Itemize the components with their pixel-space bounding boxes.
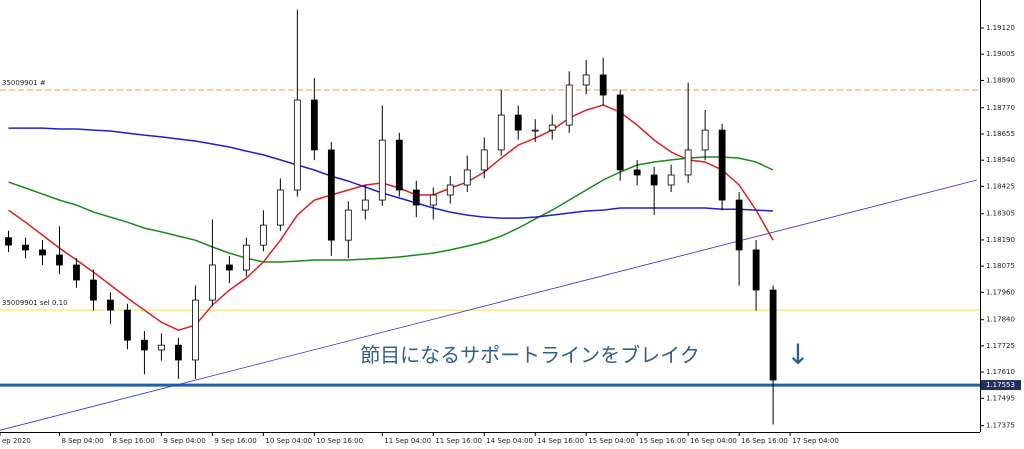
- annotation: 節目になるサポートラインをブレイク: [360, 343, 700, 367]
- candle-body: [175, 344, 182, 361]
- y-tick-label: 1.17375: [986, 422, 1015, 430]
- candle-body: [395, 139, 403, 191]
- y-tick-label: 1.17610: [986, 368, 1015, 376]
- line-label: 35009901 sel 0.10: [2, 299, 68, 307]
- x-tick-label: 9 Sep 16:00: [214, 437, 256, 445]
- candle-body: [73, 264, 80, 281]
- candle-body: [769, 289, 777, 381]
- candle-body: [141, 339, 148, 351]
- candle-body: [701, 129, 709, 151]
- y-tick-label: 1.18770: [986, 104, 1015, 112]
- candle-body: [752, 249, 760, 291]
- x-tick-label: 16 Sep 16:00: [741, 437, 788, 445]
- candle-body: [56, 254, 63, 266]
- moving-average: [8, 104, 774, 332]
- x-tick-label: 11 Sep 04:00: [384, 437, 431, 445]
- candle-body: [565, 84, 573, 126]
- candle-body: [531, 129, 539, 132]
- candle-body: [446, 184, 454, 196]
- x-tick-label: 10 Sep 04:00: [265, 437, 312, 445]
- candle-body: [412, 189, 420, 206]
- price-box: [981, 380, 1021, 391]
- trendline: [0, 179, 978, 431]
- y-tick-label: 1.18425: [986, 182, 1015, 190]
- x-tick-label: 11 Sep 16:00: [435, 437, 482, 445]
- x-tick-label: 10 Sep 16:00: [316, 437, 363, 445]
- y-tick-label: 1.17725: [986, 342, 1015, 350]
- y-tick-label: 1.19005: [986, 50, 1015, 58]
- x-tick-label: 14 Sep 16:00: [537, 437, 584, 445]
- x-tick-label: 14 Sep 04:00: [486, 437, 533, 445]
- candle-body: [327, 149, 335, 241]
- arrow: ↓: [786, 338, 809, 371]
- x-tick-label: 8 Sep 16:00: [112, 437, 154, 445]
- y-tick-label: 1.18190: [986, 236, 1015, 244]
- y-tick-label: 1.19120: [986, 24, 1015, 32]
- candle-body: [514, 114, 522, 131]
- y-tick-label: 1.17840: [986, 316, 1015, 324]
- x-tick-label: 15 Sep 16:00: [639, 437, 686, 445]
- candle-body: [616, 94, 624, 171]
- candle-body: [39, 249, 46, 256]
- candle-body: [497, 114, 505, 151]
- candle-body: [684, 149, 692, 176]
- candle-body: [259, 224, 267, 246]
- y-tick-label: 1.18540: [986, 156, 1015, 164]
- candle-body: [378, 139, 386, 201]
- x-tick-label: 15 Sep 04:00: [588, 437, 635, 445]
- candle-body: [107, 299, 114, 311]
- candle-body: [158, 344, 165, 351]
- x-tick-label: 8 Sep 04:00: [61, 437, 103, 445]
- candle-body: [650, 174, 658, 186]
- candle-body: [22, 244, 29, 251]
- x-tick-label: 9 Sep 04:00: [163, 437, 205, 445]
- line-label: 35009901 #: [2, 79, 46, 87]
- candle-body: [480, 149, 488, 171]
- moving-average: [8, 127, 774, 219]
- candle-body: [293, 99, 301, 191]
- candle-body: [242, 244, 250, 271]
- candle-body: [599, 74, 607, 96]
- candle-body: [718, 129, 726, 201]
- y-tick-label: 1.18890: [986, 76, 1015, 84]
- candle-body: [344, 209, 352, 241]
- candle-body: [361, 199, 369, 211]
- candle-body: [429, 194, 437, 206]
- x-tick-label: ep 2020: [2, 437, 31, 445]
- x-tick-label: 16 Sep 04:00: [690, 437, 737, 445]
- candle-body: [582, 74, 590, 86]
- candle-body: [310, 99, 318, 151]
- y-tick-label: 1.17960: [986, 288, 1015, 296]
- y-tick-label: 1.17495: [986, 394, 1015, 402]
- moving-average: [8, 156, 774, 263]
- price-box-label: 1.17553: [986, 381, 1015, 389]
- x-tick-label: 17 Sep 04:00: [792, 437, 839, 445]
- candle-body: [276, 189, 284, 226]
- candle-body: [208, 264, 216, 301]
- candle-body: [124, 309, 131, 341]
- y-tick-label: 1.18075: [986, 262, 1015, 270]
- candle-body: [463, 169, 471, 186]
- candle-body: [633, 169, 641, 176]
- y-tick-label: 1.18305: [986, 210, 1015, 218]
- candle-body: [90, 279, 97, 301]
- candle-body: [5, 237, 12, 246]
- candle-body: [191, 299, 199, 361]
- candle-body: [225, 264, 233, 271]
- candle-body: [735, 199, 743, 251]
- plot-area: 35009901 # 35009901 sel 0.10: [0, 9, 980, 431]
- y-tick-label: 1.18655: [986, 130, 1015, 138]
- candle-body: [548, 124, 556, 131]
- candle-body: [667, 174, 675, 186]
